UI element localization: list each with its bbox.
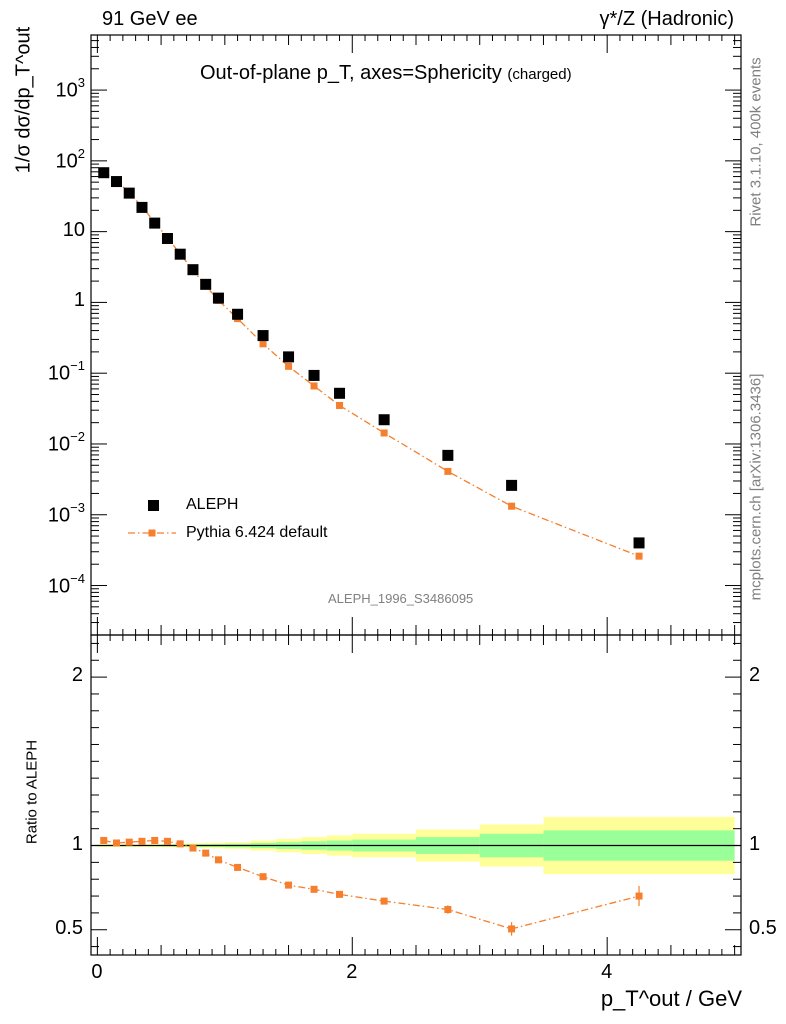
ratio-y-tick-label-left: 1 xyxy=(71,832,83,855)
mc-point xyxy=(285,362,293,370)
plot-title-text: Out-of-plane p_T, axes=Sphericity xyxy=(200,62,502,84)
mc-curve-main xyxy=(100,168,643,560)
x-tick-label: 2 xyxy=(346,961,358,983)
data-point xyxy=(308,369,320,381)
mc-ratio-point xyxy=(138,837,146,845)
data-point xyxy=(187,264,199,276)
mc-curve-ratio xyxy=(100,836,643,936)
mc-point xyxy=(508,502,516,510)
legend-label-mc: Pythia 6.424 default xyxy=(186,524,328,541)
mc-ratio-point xyxy=(310,885,318,893)
mc-point xyxy=(336,401,344,409)
legend-label-data: ALEPH xyxy=(186,496,239,513)
data-point xyxy=(123,187,135,199)
mc-ratio-point xyxy=(234,863,242,871)
rivet-version-label: Rivet 3.1.10, 400k events xyxy=(747,57,765,227)
main-y-tick-label: 102 xyxy=(55,145,85,173)
mc-ratio-point xyxy=(163,837,171,845)
mc-ratio-point xyxy=(100,836,108,844)
ratio-y-tick-label-right: 1 xyxy=(749,832,761,855)
legend-marker-data xyxy=(148,500,159,511)
data-point xyxy=(232,308,244,320)
ratio-y-tick-label-left: 2 xyxy=(71,664,83,687)
mc-ratio-point xyxy=(112,839,120,847)
mc-ratio-point xyxy=(214,856,222,864)
data-point xyxy=(283,351,295,363)
mc-ratio-point xyxy=(508,925,516,933)
main-y-tick-label: 10−1 xyxy=(47,358,85,385)
data-point xyxy=(633,537,645,549)
x-tick-label: 4 xyxy=(601,961,613,983)
data-point xyxy=(110,176,122,188)
mc-point xyxy=(635,552,643,560)
data-point xyxy=(161,232,173,244)
mc-ratio-point xyxy=(444,906,452,914)
mc-ratio-point xyxy=(189,844,197,852)
main-y-tick-label: 10 xyxy=(62,218,85,241)
main-ticks xyxy=(91,34,741,636)
data-point xyxy=(334,387,346,399)
mc-point xyxy=(380,429,388,437)
plot-title: Out-of-plane p_T, axes=Sphericity (charg… xyxy=(200,62,572,85)
mc-point xyxy=(310,382,318,390)
mc-ratio-point xyxy=(635,892,643,900)
mc-ratio-point xyxy=(336,890,344,898)
main-y-tick-label: 10−4 xyxy=(47,570,85,598)
main-y-tick-label: 1 xyxy=(73,289,85,312)
plot-title-suffix: (charged) xyxy=(507,66,572,83)
mcplots-label: mcplots.cern.ch [arXiv:1306.3436] xyxy=(747,373,765,601)
data-point xyxy=(136,201,148,213)
mc-line xyxy=(103,171,640,557)
mc-ratio-point xyxy=(125,838,133,846)
ratio-ticks xyxy=(91,635,741,955)
mc-ratio-point xyxy=(202,849,210,857)
ratio-plot-frame xyxy=(90,634,742,956)
mc-point xyxy=(259,340,267,348)
data-point xyxy=(98,167,110,179)
legend-markers xyxy=(128,500,176,537)
data-point xyxy=(149,217,161,229)
main-y-tick-label: 10−2 xyxy=(47,428,85,456)
data-point xyxy=(200,278,212,290)
ratio-y-tick-label-right: 2 xyxy=(749,664,761,687)
analysis-label: ALEPH_1996_S3486095 xyxy=(328,591,474,606)
mc-ratio-point xyxy=(151,836,159,844)
mc-ratio-point xyxy=(380,897,388,905)
ratio-y-tick-label-left: 0.5 xyxy=(55,916,83,939)
ratio-y-tick-label-right: 0.5 xyxy=(749,916,777,939)
legend-marker-mc xyxy=(148,529,156,537)
mc-ratio-point xyxy=(285,881,293,889)
data-point xyxy=(174,248,186,260)
ratio-frame xyxy=(90,634,742,956)
mc-ratio-point xyxy=(176,840,184,848)
mc-ratio-point xyxy=(259,873,267,881)
data-point xyxy=(257,330,269,342)
main-y-axis-label: 1/σ dσ/dp_T^out xyxy=(12,26,35,174)
header-energy: 91 GeV ee xyxy=(102,8,198,30)
x-axis-label: p_T^out / GeV xyxy=(600,986,742,1011)
main-y-tick-label: 103 xyxy=(55,75,85,102)
mc-point xyxy=(444,467,452,475)
data-point xyxy=(212,292,224,304)
data-point xyxy=(506,479,518,491)
ratio-y-axis-label: Ratio to ALEPH xyxy=(23,739,41,845)
header-process: γ*/Z (Hadronic) xyxy=(599,8,734,30)
main-y-tick-label: 10−3 xyxy=(47,499,85,527)
data-points-main xyxy=(98,167,645,549)
data-point xyxy=(378,414,390,426)
x-tick-label: 0 xyxy=(91,961,103,983)
data-point xyxy=(442,449,454,461)
